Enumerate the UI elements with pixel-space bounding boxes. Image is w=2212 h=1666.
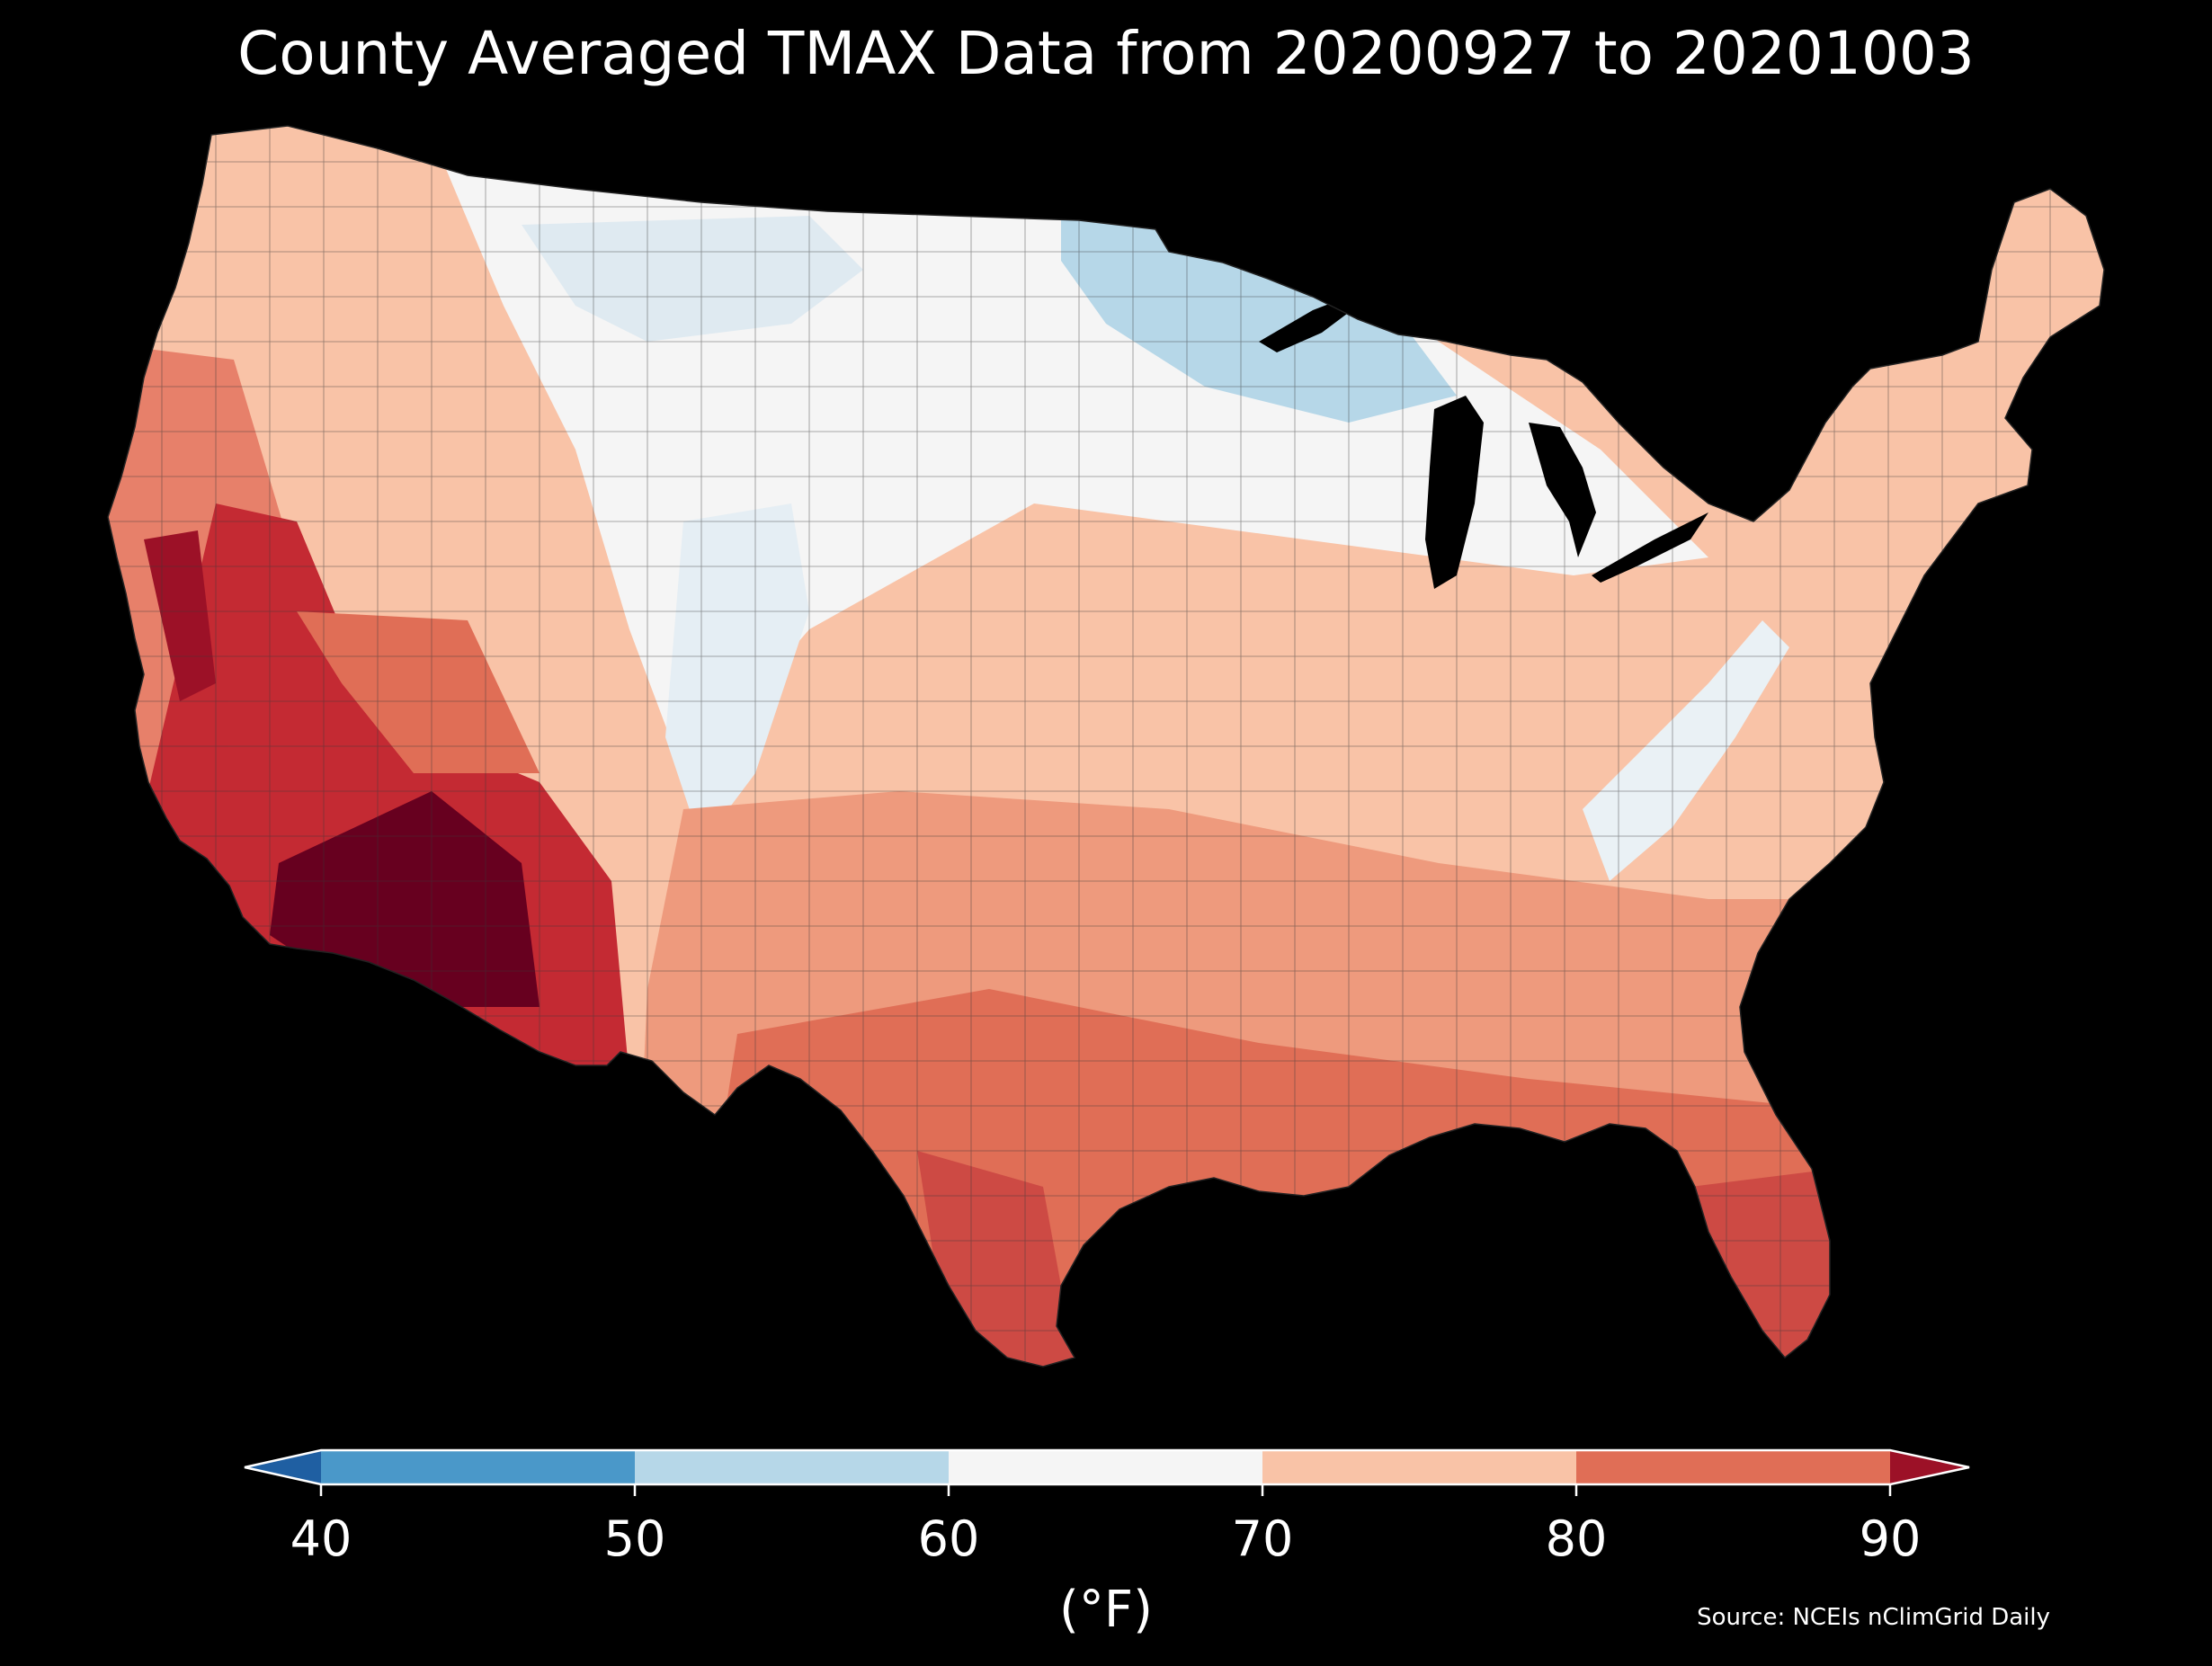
colorbar-tick-label: 40 [290,1510,352,1567]
colorbar-tick-label: 90 [1859,1510,1922,1567]
colorbar-bin [321,1450,635,1484]
colorbar-bin [949,1450,1262,1484]
extreme-desert-southwest [270,791,540,1007]
colorbar-under-arrow [245,1450,321,1484]
colorbar-over-arrow [1890,1450,1969,1484]
colorbar-tick-label: 80 [1545,1510,1608,1567]
colorbar-bin [1576,1450,1890,1484]
source-credit: Source: NCEIs nClimGrid Daily [1697,1604,2050,1631]
map-title: County Averaged TMAX Data from 20200927 … [237,19,1975,88]
colorbar-ticks [319,1484,1892,1496]
lake-huron [1529,423,1596,557]
cool-region-montana [522,216,863,342]
lake-ontario [1726,450,1798,477]
colorbar-bin [635,1450,949,1484]
appalachian-strip [1583,620,1789,881]
colorbar-tick-label: 50 [603,1510,666,1567]
colorbar-tick-label: 70 [1231,1510,1294,1567]
great-lakes [1259,286,1798,589]
colorbar-bin [1262,1450,1576,1484]
colorbar-tick-label: 60 [917,1510,980,1567]
lake-michigan [1425,396,1484,589]
lake-superior [1259,286,1376,352]
cool-region-minnesota [1061,207,1457,423]
lake-erie [1592,512,1708,583]
warm-great-basin [297,611,540,773]
colorbar-unit-label: (°F) [1059,1581,1153,1639]
